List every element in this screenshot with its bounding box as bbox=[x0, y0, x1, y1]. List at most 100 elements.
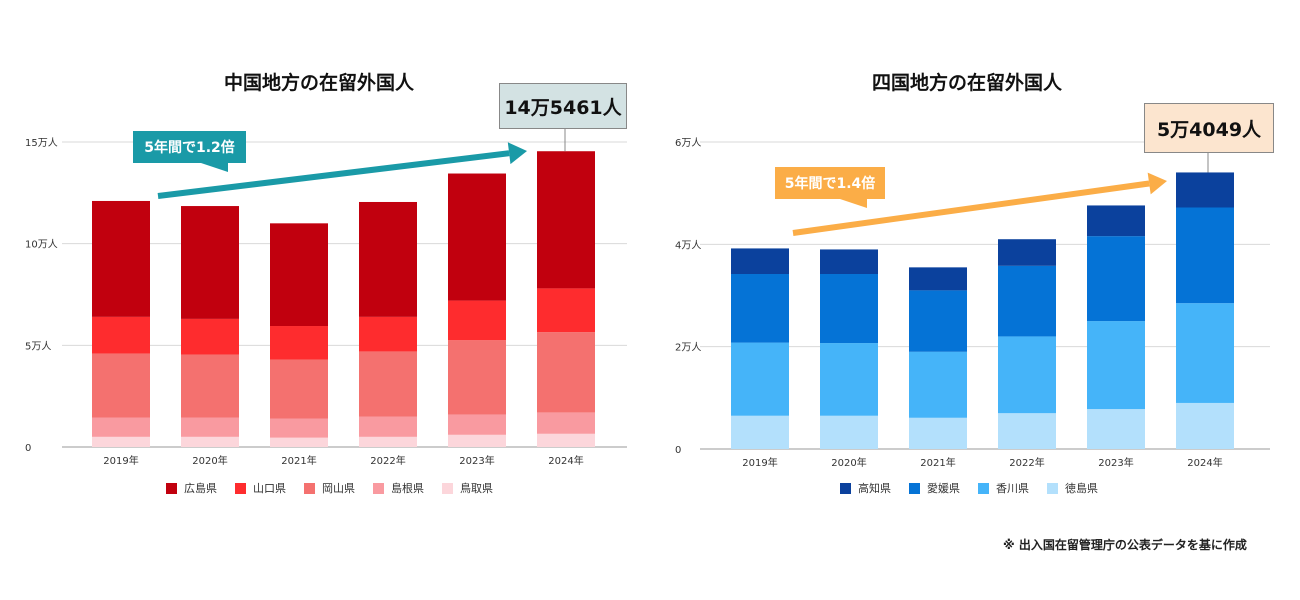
bar-segment bbox=[1087, 205, 1145, 237]
legend-label: 高知県 bbox=[858, 482, 891, 495]
legend-swatch bbox=[840, 482, 851, 494]
legend-swatch bbox=[909, 482, 920, 494]
bar-segment bbox=[998, 239, 1056, 266]
bar-segment bbox=[820, 274, 878, 344]
growth-arrow bbox=[157, 150, 510, 199]
bar-segment bbox=[909, 417, 967, 449]
x-tick-label: 2022年 bbox=[1009, 456, 1044, 469]
bar-segment bbox=[92, 316, 150, 354]
legend-item: 山口県 bbox=[235, 480, 286, 496]
legend-item: 愛媛県 bbox=[909, 480, 960, 496]
bar-segment bbox=[359, 436, 417, 447]
x-tick-label: 2021年 bbox=[281, 454, 316, 467]
x-tick-label: 2023年 bbox=[459, 454, 494, 467]
bar-segment bbox=[820, 415, 878, 449]
x-tick-label: 2020年 bbox=[192, 454, 227, 467]
bar-segment bbox=[181, 436, 239, 447]
bar-segment bbox=[537, 332, 595, 413]
legend-item: 徳島県 bbox=[1047, 480, 1098, 496]
chart-legend: 広島県 山口県 岡山県 島根県 鳥取県 bbox=[166, 480, 493, 496]
legend-swatch bbox=[373, 482, 384, 494]
legend-item: 広島県 bbox=[166, 480, 217, 496]
x-tick-label: 2024年 bbox=[548, 454, 583, 467]
legend-swatch bbox=[304, 482, 315, 494]
bar-segment bbox=[448, 434, 506, 447]
x-tick-label: 2019年 bbox=[103, 454, 138, 467]
bar-segment bbox=[909, 351, 967, 418]
y-tick-label: 0 bbox=[25, 443, 31, 454]
legend-label: 広島県 bbox=[184, 482, 217, 495]
bar-segment bbox=[270, 223, 328, 327]
legend-item: 高知県 bbox=[840, 480, 891, 496]
bar-segment bbox=[359, 201, 417, 317]
bar-segment bbox=[359, 416, 417, 437]
bar-segment bbox=[1176, 207, 1234, 304]
legend-label: 鳥取県 bbox=[460, 482, 493, 495]
x-tick-label: 2024年 bbox=[1187, 456, 1222, 469]
bar-segment bbox=[1176, 303, 1234, 403]
bar-segment bbox=[448, 414, 506, 435]
legend-item: 島根県 bbox=[373, 480, 424, 496]
bar-segment bbox=[181, 417, 239, 437]
bar-segment bbox=[1087, 236, 1145, 322]
bar-segment bbox=[998, 336, 1056, 414]
legend-label: 島根県 bbox=[391, 482, 424, 495]
chugoku-bar-chart: 0 5万人 10万人 15万人 2019年 2020年 2021年 2022年 2023年 202… bbox=[25, 129, 627, 467]
legend-swatch bbox=[442, 482, 453, 494]
y-tick-label: 2万人 bbox=[675, 342, 701, 354]
bar-segment bbox=[731, 415, 789, 449]
bar-segment bbox=[537, 151, 595, 289]
total-callout: 14万5461人 bbox=[499, 83, 627, 129]
bar-segment bbox=[1087, 409, 1145, 449]
growth-arrow bbox=[792, 180, 1150, 236]
bar-segment bbox=[820, 249, 878, 275]
y-tick-label: 15万人 bbox=[25, 137, 58, 149]
bar-segment bbox=[820, 343, 878, 416]
chugoku-chart-panel: 中国地方の在留外国人 0 5万人 10万人 15万人 2019年 2020年 2021年 20… bbox=[25, 72, 627, 496]
bar-segment bbox=[1176, 172, 1234, 208]
x-tick-label: 2019年 bbox=[742, 456, 777, 469]
legend-item: 香川県 bbox=[978, 480, 1029, 496]
legend-swatch bbox=[235, 482, 246, 494]
bar-segment bbox=[731, 274, 789, 343]
legend-label: 徳島県 bbox=[1065, 482, 1098, 495]
bar-segment bbox=[270, 326, 328, 360]
total-callout: 5万4049人 bbox=[1144, 103, 1274, 153]
growth-arrow-head bbox=[1147, 172, 1167, 195]
legend-label: 山口県 bbox=[253, 482, 286, 495]
bar-segment bbox=[1176, 402, 1234, 449]
legend-label: 岡山県 bbox=[322, 482, 355, 495]
y-tick-label: 10万人 bbox=[25, 239, 58, 251]
bar-segment bbox=[731, 342, 789, 416]
y-tick-label: 0 bbox=[675, 445, 681, 456]
chart-title: 四国地方の在留外国人 bbox=[871, 72, 1062, 94]
bar-segment bbox=[92, 436, 150, 447]
x-tick-label: 2022年 bbox=[370, 454, 405, 467]
source-note: ※ 出入国在留管理庁の公表データを基に作成 bbox=[1003, 538, 1247, 552]
growth-label-tail bbox=[198, 162, 228, 172]
bar-segment bbox=[909, 267, 967, 291]
x-tick-label: 2023年 bbox=[1098, 456, 1133, 469]
bar-segment bbox=[1087, 321, 1145, 410]
legend-label: 愛媛県 bbox=[927, 482, 960, 495]
bar-segment bbox=[448, 173, 506, 301]
bar-segment bbox=[270, 418, 328, 438]
chart-title: 中国地方の在留外国人 bbox=[223, 72, 414, 94]
legend-swatch bbox=[1047, 482, 1058, 494]
bar-segment bbox=[270, 437, 328, 447]
chart-legend: 高知県 愛媛県 香川県 徳島県 bbox=[840, 480, 1098, 496]
bar-segment bbox=[359, 316, 417, 352]
bar-segment bbox=[998, 265, 1056, 337]
legend-swatch bbox=[166, 482, 177, 494]
bar-segment bbox=[448, 300, 506, 341]
bar-segment bbox=[181, 354, 239, 418]
bar-segment bbox=[92, 200, 150, 317]
bar-segment bbox=[448, 340, 506, 415]
y-tick-label: 5万人 bbox=[25, 340, 51, 352]
bar-segment bbox=[359, 351, 417, 417]
bar-segment bbox=[731, 248, 789, 275]
x-tick-label: 2020年 bbox=[831, 456, 866, 469]
bar-segment bbox=[181, 318, 239, 355]
bar-segment bbox=[92, 353, 150, 418]
bar-segment bbox=[537, 412, 595, 434]
